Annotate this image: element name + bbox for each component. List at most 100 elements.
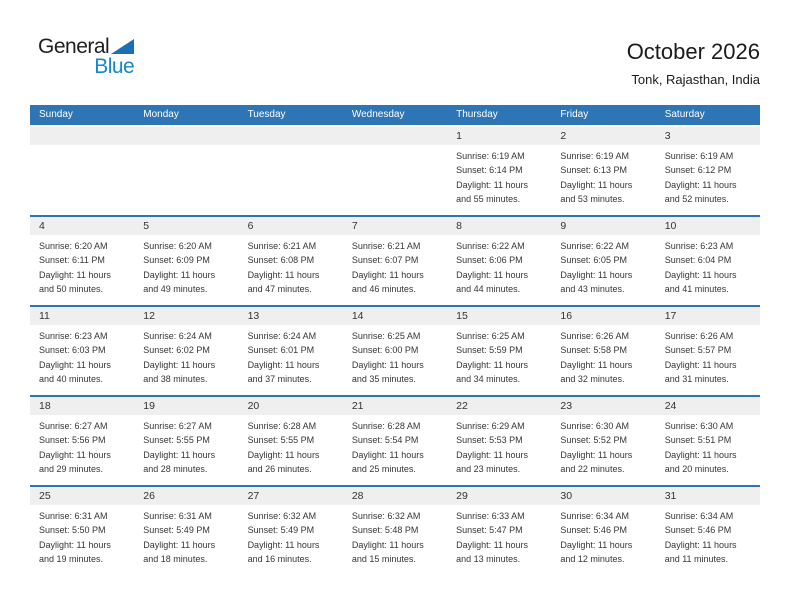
logo-wordmark-top: General bbox=[38, 35, 135, 58]
sunset-text: Sunset: 6:06 PM bbox=[456, 255, 523, 266]
day-cell: 10 Sunrise: 6:23 AM Sunset: 6:04 PM Dayligh… bbox=[656, 217, 760, 305]
calendar-weeks: 1 Sunrise: 6:19 AM Sunset: 6:14 PM Daylight… bbox=[30, 125, 760, 575]
sunrise-text: Sunrise: 6:23 AM bbox=[39, 331, 108, 341]
sunrise-text: Sunrise: 6:26 AM bbox=[560, 331, 629, 341]
logo-text-general: General bbox=[38, 35, 110, 58]
day-number: 25 bbox=[39, 490, 51, 502]
day-cell: 25 Sunrise: 6:31 AM Sunset: 5:50 PM Dayligh… bbox=[30, 487, 134, 575]
day-number: 19 bbox=[143, 400, 155, 412]
day-number-band bbox=[30, 127, 760, 145]
day-number: 18 bbox=[39, 400, 51, 412]
sunset-text: Sunset: 6:07 PM bbox=[351, 255, 419, 266]
daylight-text-line1: Daylight: 11 hours bbox=[560, 269, 633, 280]
sunrise-text: Sunrise: 6:29 AM bbox=[456, 421, 525, 431]
daylight-text-line2: and 35 minutes. bbox=[351, 373, 416, 384]
day-number: 8 bbox=[456, 220, 462, 232]
day-cell: 30 Sunrise: 6:34 AM Sunset: 5:46 PM Dayligh… bbox=[551, 487, 655, 575]
daylight-text-line2: and 12 minutes. bbox=[560, 553, 625, 564]
sunrise-text: Sunrise: 6:24 AM bbox=[143, 331, 212, 341]
day-number-band bbox=[30, 307, 760, 325]
sunset-text: Sunset: 6:00 PM bbox=[351, 345, 419, 356]
daylight-text-line2: and 37 minutes. bbox=[247, 373, 312, 384]
sunrise-text: Sunrise: 6:20 AM bbox=[39, 241, 108, 251]
sunrise-text: Sunrise: 6:22 AM bbox=[456, 241, 525, 251]
daylight-text-line1: Daylight: 11 hours bbox=[247, 539, 320, 550]
sunset-text: Sunset: 6:11 PM bbox=[39, 255, 105, 266]
week-row: 11 Sunrise: 6:23 AM Sunset: 6:03 PM Dayligh… bbox=[30, 305, 760, 395]
sunset-text: Sunset: 5:55 PM bbox=[143, 435, 210, 446]
day-cell: 6 Sunrise: 6:21 AM Sunset: 6:08 PM Daylight… bbox=[239, 217, 343, 305]
sunset-text: Sunset: 5:48 PM bbox=[351, 525, 419, 536]
sunrise-text: Sunrise: 6:27 AM bbox=[143, 421, 212, 431]
sunset-text: Sunset: 6:08 PM bbox=[247, 255, 315, 266]
daylight-text-line1: Daylight: 11 hours bbox=[664, 179, 737, 190]
daylight-text-line2: and 13 minutes. bbox=[456, 553, 521, 564]
daylight-text-line1: Daylight: 11 hours bbox=[351, 359, 424, 370]
daylight-text-line1: Daylight: 11 hours bbox=[351, 539, 424, 550]
sunset-text: Sunset: 5:47 PM bbox=[456, 525, 523, 536]
day-cell: 23 Sunrise: 6:30 AM Sunset: 5:52 PM Dayligh… bbox=[551, 397, 655, 485]
day-cell: 17 Sunrise: 6:26 AM Sunset: 5:57 PM Dayligh… bbox=[656, 307, 760, 395]
daylight-text-line2: and 53 minutes. bbox=[560, 193, 625, 204]
day-number-band bbox=[30, 397, 760, 415]
day-cell: 19 Sunrise: 6:27 AM Sunset: 5:55 PM Dayligh… bbox=[134, 397, 238, 485]
day-number: 14 bbox=[351, 310, 364, 322]
daylight-text-line2: and 22 minutes. bbox=[560, 463, 625, 474]
sunset-text: Sunset: 6:03 PM bbox=[39, 345, 106, 356]
page-header: General Blue October 2026 Tonk, Rajastha… bbox=[30, 0, 760, 105]
sunrise-text: Sunrise: 6:19 AM bbox=[664, 151, 734, 161]
day-number: 27 bbox=[247, 490, 260, 502]
location-subtitle: Tonk, Rajasthan, India bbox=[631, 72, 760, 87]
day-number: 2 bbox=[560, 130, 567, 142]
day-cell: 2 Sunrise: 6:19 AM Sunset: 6:13 PM Daylight… bbox=[551, 127, 655, 215]
sunset-text: Sunset: 5:52 PM bbox=[560, 435, 627, 446]
day-number: 23 bbox=[560, 400, 573, 412]
weekday-header-saturday: Saturday bbox=[664, 109, 705, 120]
sunrise-text: Sunrise: 6:28 AM bbox=[247, 421, 317, 431]
sunrise-text: Sunrise: 6:22 AM bbox=[560, 241, 629, 251]
sunset-text: Sunset: 6:02 PM bbox=[143, 345, 210, 356]
week-row: 25 Sunrise: 6:31 AM Sunset: 5:50 PM Dayligh… bbox=[30, 485, 760, 575]
daylight-text-line2: and 34 minutes. bbox=[456, 373, 521, 384]
day-cell: 24 Sunrise: 6:30 AM Sunset: 5:51 PM Dayligh… bbox=[656, 397, 760, 485]
day-number-band bbox=[30, 487, 760, 505]
sunset-text: Sunset: 6:12 PM bbox=[664, 165, 732, 176]
week-cells: 18 Sunrise: 6:27 AM Sunset: 5:56 PM Dayligh… bbox=[30, 397, 760, 485]
sunrise-text: Sunrise: 6:34 AM bbox=[560, 511, 629, 521]
sunrise-text: Sunrise: 6:25 AM bbox=[456, 331, 525, 341]
day-number-band bbox=[30, 217, 760, 235]
general-blue-logo: General Blue bbox=[38, 35, 135, 77]
day-cell: 26 Sunrise: 6:31 AM Sunset: 5:49 PM Dayligh… bbox=[134, 487, 238, 575]
week-cells: 11 Sunrise: 6:23 AM Sunset: 6:03 PM Dayligh… bbox=[30, 307, 760, 395]
day-number: 30 bbox=[560, 490, 573, 502]
sunset-text: Sunset: 6:09 PM bbox=[143, 255, 210, 266]
sunset-text: Sunset: 5:54 PM bbox=[351, 435, 419, 446]
sunset-text: Sunset: 5:46 PM bbox=[560, 525, 627, 536]
daylight-text-line1: Daylight: 11 hours bbox=[39, 449, 111, 460]
sunset-text: Sunset: 5:53 PM bbox=[456, 435, 523, 446]
daylight-text-line1: Daylight: 11 hours bbox=[39, 269, 111, 280]
daylight-text-line2: and 28 minutes. bbox=[143, 463, 208, 474]
sunrise-text: Sunrise: 6:20 AM bbox=[143, 241, 212, 251]
daylight-text-line1: Daylight: 11 hours bbox=[143, 359, 216, 370]
daylight-text-line2: and 41 minutes. bbox=[664, 283, 729, 294]
sunset-text: Sunset: 5:51 PM bbox=[664, 435, 732, 446]
day-cell: 22 Sunrise: 6:29 AM Sunset: 5:53 PM Dayligh… bbox=[447, 397, 551, 485]
logo-flag-triangle-icon bbox=[111, 39, 135, 54]
day-number: 24 bbox=[664, 400, 677, 412]
daylight-text-line1: Daylight: 11 hours bbox=[664, 449, 737, 460]
sunset-text: Sunset: 5:57 PM bbox=[664, 345, 732, 356]
weekday-header-row: Sunday Monday Tuesday Wednesday Thursday… bbox=[30, 105, 760, 125]
daylight-text-line2: and 44 minutes. bbox=[456, 283, 521, 294]
daylight-text-line2: and 25 minutes. bbox=[351, 463, 416, 474]
day-number: 29 bbox=[456, 490, 468, 502]
week-cells: 1 Sunrise: 6:19 AM Sunset: 6:14 PM Daylight… bbox=[30, 127, 760, 215]
daylight-text-line2: and 52 minutes. bbox=[664, 193, 729, 204]
sunset-text: Sunset: 5:49 PM bbox=[143, 525, 210, 536]
sunrise-text: Sunrise: 6:32 AM bbox=[351, 511, 421, 521]
sunset-text: Sunset: 5:58 PM bbox=[560, 345, 627, 356]
daylight-text-line1: Daylight: 11 hours bbox=[456, 359, 528, 370]
day-cell: 9 Sunrise: 6:22 AM Sunset: 6:05 PM Daylight… bbox=[551, 217, 655, 305]
weekday-header-monday: Monday bbox=[143, 109, 179, 120]
day-cell: 4 Sunrise: 6:20 AM Sunset: 6:11 PM Daylight… bbox=[30, 217, 134, 305]
